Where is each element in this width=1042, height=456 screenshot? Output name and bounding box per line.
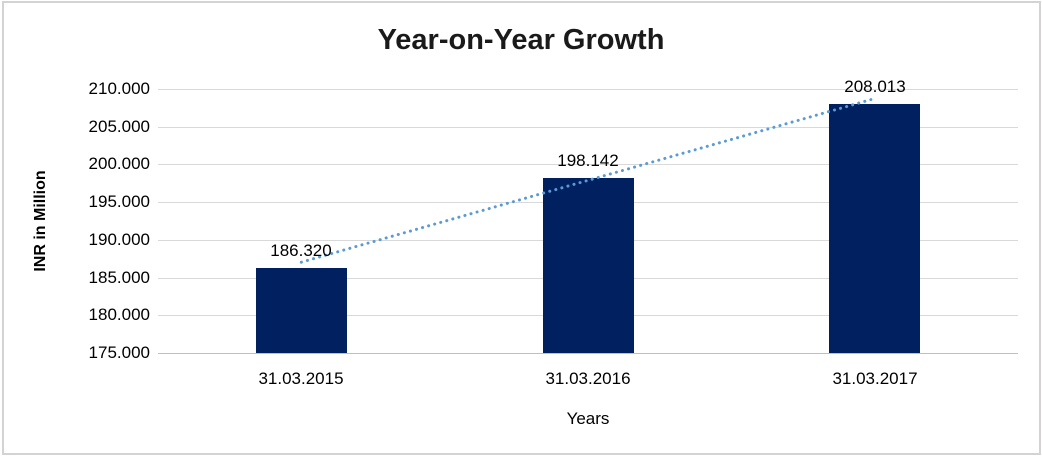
- y-tick-label: 180.000: [88, 305, 150, 324]
- gridline: [158, 127, 1018, 128]
- y-axis-title: INR in Million: [32, 170, 49, 272]
- x-axis-title: Years: [566, 409, 610, 428]
- gridline: [158, 164, 1018, 165]
- gridline: [158, 89, 1018, 90]
- data-label: 186.320: [270, 241, 332, 260]
- data-label: 208.013: [844, 77, 906, 96]
- bar: [256, 268, 347, 353]
- y-tick-label: 210.000: [88, 79, 150, 98]
- trendline-path: [299, 97, 877, 264]
- data-label: 198.142: [557, 151, 619, 170]
- x-tick-label: 31.03.2017: [832, 369, 918, 388]
- bar: [543, 178, 634, 353]
- x-axis-line: [158, 353, 1018, 354]
- trendline: [299, 97, 877, 264]
- x-tick-label: 31.03.2016: [545, 369, 631, 388]
- y-tick-label: 200.000: [88, 154, 150, 173]
- y-tick-label: 175.000: [88, 343, 150, 362]
- y-tick-label: 190.000: [88, 230, 150, 249]
- x-tick-label: 31.03.2015: [258, 369, 344, 388]
- y-tick-label: 205.000: [88, 117, 150, 136]
- plot-area: [158, 89, 1018, 354]
- chart-title: Year-on-Year Growth: [377, 24, 665, 56]
- y-tick-label: 185.000: [88, 268, 150, 287]
- bar: [829, 104, 920, 353]
- y-tick-label: 195.000: [88, 192, 150, 211]
